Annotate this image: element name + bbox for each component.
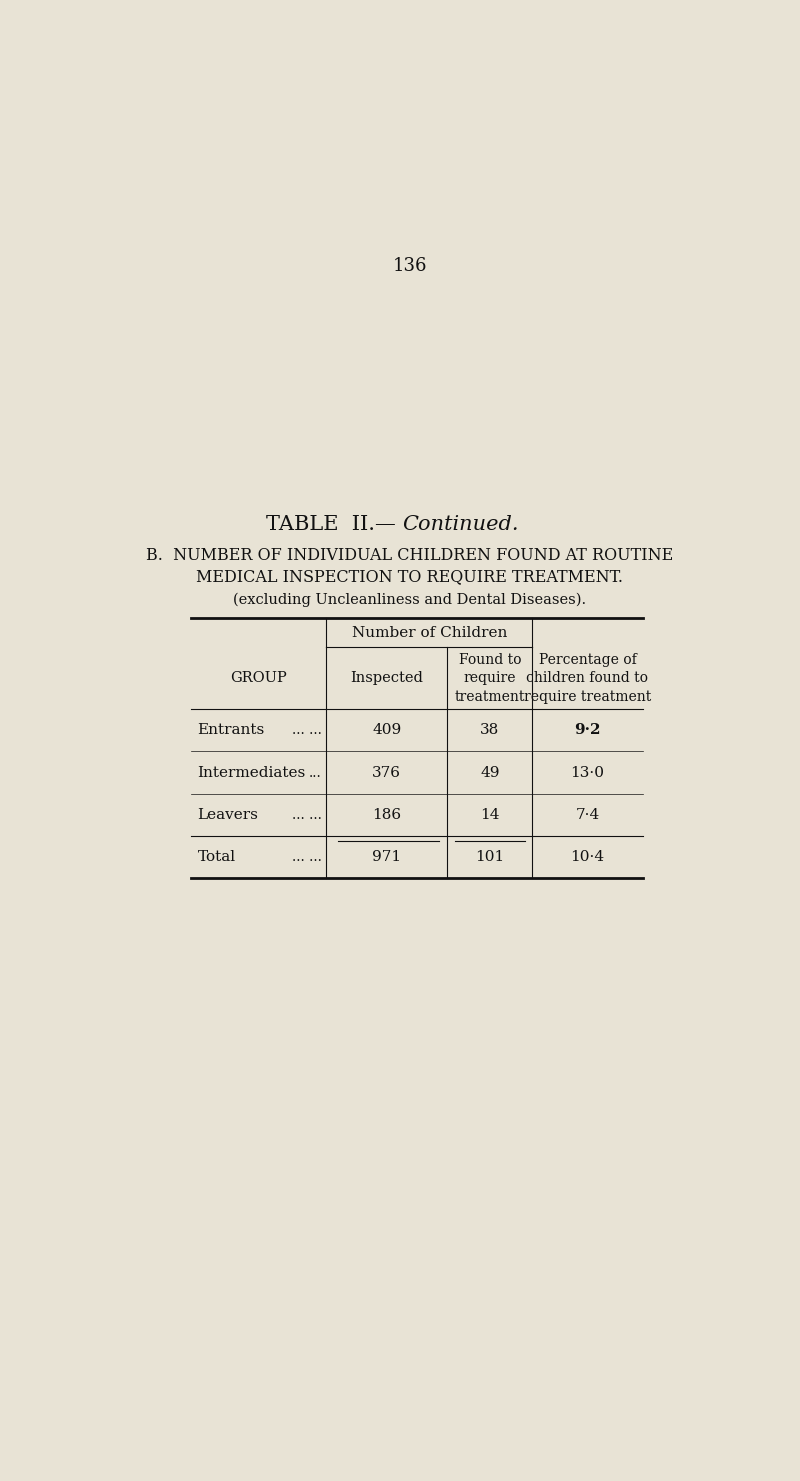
Text: 101: 101 xyxy=(475,850,505,865)
Text: Intermediates: Intermediates xyxy=(198,766,306,779)
Text: Number of Children: Number of Children xyxy=(352,626,507,640)
Text: 7·4: 7·4 xyxy=(575,809,600,822)
Text: GROUP: GROUP xyxy=(230,671,287,686)
Text: ...: ... xyxy=(309,766,322,779)
Text: 49: 49 xyxy=(480,766,499,779)
Text: ... ...: ... ... xyxy=(292,723,322,738)
Text: ... ...: ... ... xyxy=(292,809,322,822)
Text: Leavers: Leavers xyxy=(198,809,258,822)
Text: Inspected: Inspected xyxy=(350,671,423,686)
Text: Continued.: Continued. xyxy=(402,515,518,533)
Text: Entrants: Entrants xyxy=(198,723,265,738)
Text: 38: 38 xyxy=(480,723,499,738)
Text: 376: 376 xyxy=(372,766,402,779)
Text: 10·4: 10·4 xyxy=(570,850,605,865)
Text: B.  NUMBER OF INDIVIDUAL CHILDREN FOUND AT ROUTINE: B. NUMBER OF INDIVIDUAL CHILDREN FOUND A… xyxy=(146,546,674,563)
Text: 13·0: 13·0 xyxy=(570,766,605,779)
Text: TABLE  II.—: TABLE II.— xyxy=(266,515,396,533)
Text: 136: 136 xyxy=(393,258,427,275)
Text: ... ...: ... ... xyxy=(292,850,322,865)
Text: 14: 14 xyxy=(480,809,499,822)
Text: 971: 971 xyxy=(372,850,402,865)
Text: Percentage of
children found to
require treatment: Percentage of children found to require … xyxy=(524,653,651,703)
Text: MEDICAL INSPECTION TO REQUIRE TREATMENT.: MEDICAL INSPECTION TO REQUIRE TREATMENT. xyxy=(197,569,623,585)
Text: 9·2: 9·2 xyxy=(574,723,601,738)
Text: Total: Total xyxy=(198,850,236,865)
Text: 409: 409 xyxy=(372,723,402,738)
Text: (excluding Uncleanliness and Dental Diseases).: (excluding Uncleanliness and Dental Dise… xyxy=(234,592,586,607)
Text: 186: 186 xyxy=(372,809,402,822)
Text: Found to
require
treatment: Found to require treatment xyxy=(454,653,525,703)
